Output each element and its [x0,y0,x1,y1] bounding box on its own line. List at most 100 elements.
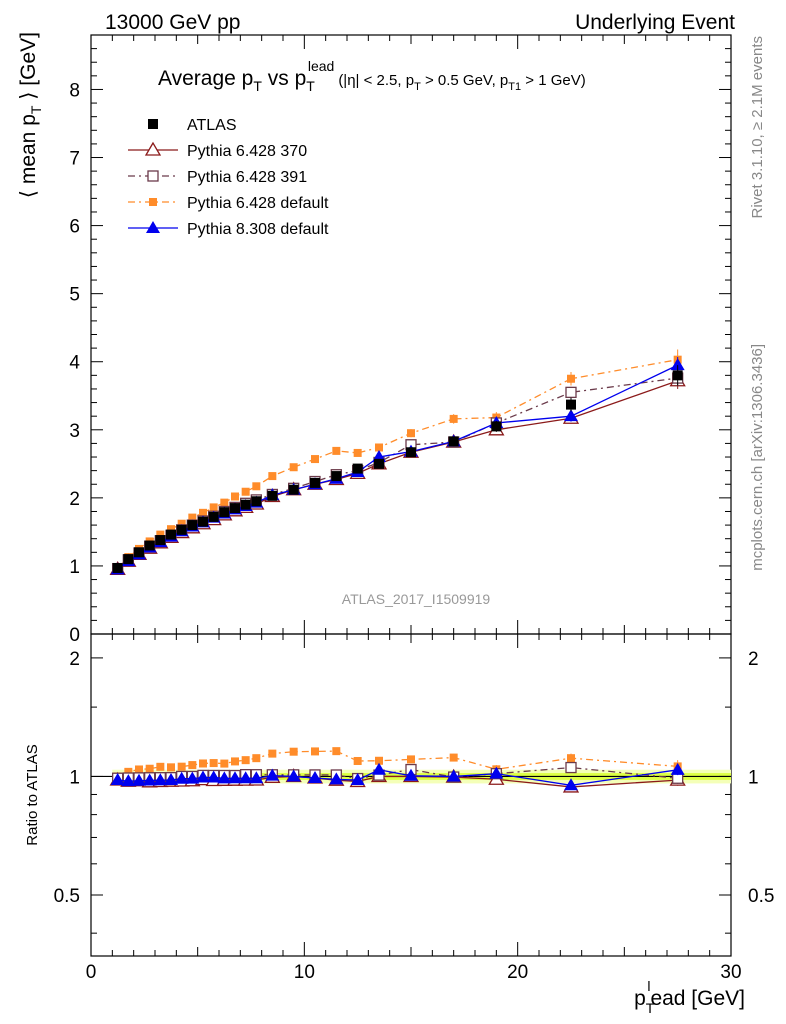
data-point-atlas [230,503,240,514]
header-left: 13000 GeV pp [105,11,240,34]
ratio-point-p8def [489,766,504,779]
ratio-point-p6def [252,754,261,763]
data-point-atlas [406,447,416,458]
data-point-p6def [268,472,277,481]
data-point-atlas [219,507,230,518]
data-point-atlas [288,484,299,495]
main-series-group [109,349,686,575]
legend-marker-atlas [148,119,158,129]
series-line-p370 [117,380,678,570]
ratio-point-p6def [145,764,154,773]
ratio-point-p6def [156,762,165,771]
legend-marker-p8def [146,221,160,233]
ratio-panel-frame [90,633,732,957]
data-point-atlas [187,520,198,531]
data-point-p6def [177,519,186,528]
analysis-watermark: ATLAS_2017_I1509919 [342,591,491,607]
ratio-point-p6def [353,756,362,765]
ratio-point-p8def [121,774,136,787]
ratio-point-p6def [199,759,207,768]
ratio-point-p8def [110,773,125,786]
data-point-atlas [491,421,502,432]
ratio-y-tick-label-right: 0.5 [748,886,774,907]
legend-marker-p370 [144,141,162,156]
data-point-atlas [208,511,219,522]
ratio-point-p8def [446,769,461,782]
ratio-point-p6def [167,763,175,772]
ratio-point-p6def [268,749,277,758]
ratio-point-p6def [407,755,415,764]
data-point-atlas [155,535,166,546]
data-point-atlas [310,477,320,488]
ratio-point-p8def [329,772,344,785]
ratio-point-p6def [135,765,143,774]
plot-title: Average pT vs pTlead(|η| < 2.5, pT > 0.5… [158,58,586,94]
data-point-atlas [112,562,123,573]
x-tick-label: 30 [720,962,741,983]
main-y-tick-label: 5 [69,285,80,306]
header-right: Underlying Event [575,11,735,34]
legend: ATLAS Pythia 6.428 370 Pythia 6.428 391 Pyt… [128,117,329,238]
data-point-atlas [123,554,134,565]
ratio-point-p6def [567,754,575,763]
data-point-p6def [241,487,250,496]
ratio-y-tick-label-right: 1 [748,767,759,788]
ratio-point-p8def [228,771,242,784]
legend-label-p8def: Pythia 8.308 default [187,221,329,238]
x-axis-label: pTlead [GeV] [634,978,745,1016]
data-point-p6def [199,508,207,517]
ratio-point-p6def [289,747,298,756]
main-y-tick-label: 4 [69,353,80,374]
data-point-p8def [564,409,578,422]
data-point-p6def [231,492,239,501]
ratio-point-p6def [188,761,197,770]
legend-label-p6def: Pythia 6.428 default [187,195,329,212]
ratio-point-p8def [217,771,232,784]
series-line-p391 [117,377,678,570]
ratio-point-p8def [174,771,189,784]
ratio-point-p8def [249,771,264,784]
ratio-point-p8def [164,773,178,786]
ratio-point-p8def [670,762,685,775]
legend-marker-p391 [147,170,159,182]
ratio-series-group [109,747,686,793]
data-point-p6def [209,503,218,512]
data-point-atlas [134,547,144,558]
data-point-atlas [448,436,459,447]
ratio-point-p6def [220,759,229,768]
y-axis-label: ⟨ mean pT ⟩ [GeV] [17,32,44,198]
ratio-point-p6def [241,756,250,765]
ratio-point-p6def [332,747,341,756]
side-label-rivet: Rivet 3.1.10, ≥ 2.1M events [749,36,766,219]
x-tick-label: 0 [86,962,97,983]
data-point-atlas [352,463,363,474]
axis-ticks [90,34,732,956]
ratio-point-p6def [177,762,186,771]
ratio-point-p8def [286,769,301,782]
data-point-atlas [672,370,683,381]
ratio-point-p8def [238,771,253,784]
legend-label-atlas: ATLAS [187,117,237,134]
legend-marker-p6def [149,198,157,206]
data-point-p6def [375,443,383,452]
side-label-mcplots: mcplots.cern.ch [arXiv:1306.3436] [749,344,766,571]
data-point-p6def [220,498,229,507]
data-point-p6def [156,530,165,539]
series-line-p6def [117,359,678,569]
main-y-tick-label: 8 [69,80,80,101]
ratio-point-p6def [375,756,383,765]
series-line-p8def [117,364,678,570]
ratio-point-p8def [142,773,157,786]
data-point-p6def [311,455,319,464]
main-y-tick-label: 2 [69,489,80,510]
data-point-atlas [240,499,251,510]
legend-label-p370: Pythia 6.428 370 [187,143,307,160]
legend-label-p391: Pythia 6.428 391 [187,169,307,186]
ratio-point-p6def [124,767,133,776]
x-tick-label: 10 [294,962,315,983]
data-point-p6def [167,525,175,534]
ratio-point-p6def [209,759,218,768]
ratio-point-p391 [565,761,577,774]
main-y-tick-label: 1 [69,557,80,578]
